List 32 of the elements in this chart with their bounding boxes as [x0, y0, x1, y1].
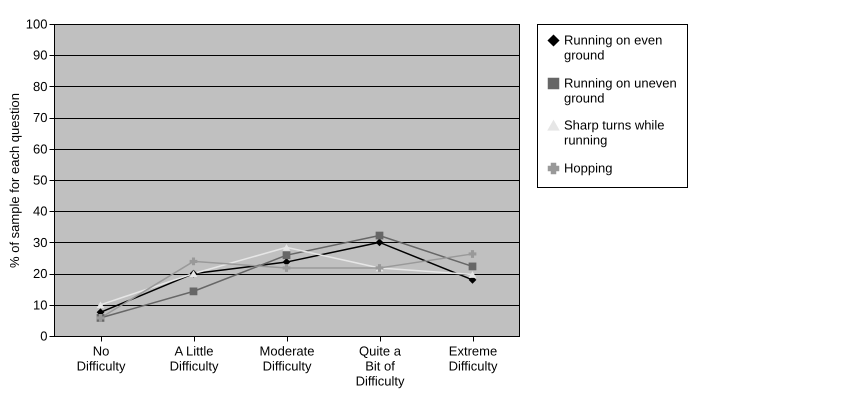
y-tick-label: 20 [33, 266, 48, 282]
y-tick-label: 70 [33, 110, 48, 126]
y-tick-label: 80 [33, 78, 48, 94]
point [468, 250, 476, 258]
y-tick-label: 10 [33, 297, 48, 312]
y-tick-label: 0 [40, 328, 48, 344]
point [190, 288, 198, 296]
point [282, 251, 290, 260]
y-tick-label: 60 [33, 141, 48, 156]
legend-label: Hopping [564, 160, 612, 176]
y-tick-label: 50 [33, 172, 48, 188]
y-tick-label: 90 [33, 48, 48, 63]
point [190, 258, 198, 266]
point [468, 271, 476, 278]
point [376, 232, 384, 240]
point [282, 244, 290, 251]
x-tick-label: No Difficulty [76, 344, 126, 374]
y-tick-label: 40 [33, 204, 48, 219]
legend-label: Running on uneven ground [564, 76, 677, 106]
x-tick-label: A Little Difficulty [170, 344, 219, 374]
x-tick-label: Extreme Difficulty [448, 344, 498, 374]
point [468, 262, 476, 270]
point [282, 264, 290, 272]
y-tick-label: 30 [33, 234, 48, 250]
point [376, 238, 384, 246]
point [96, 301, 104, 308]
y-tick-label: 100 [26, 16, 48, 32]
x-tick-label: Moderate Difficulty [260, 344, 314, 374]
x-tick-label: Quite a Bit of Difficulty [356, 344, 405, 388]
y-axis-title: % of sample for each question [6, 93, 22, 268]
legend-label: Running on even ground [564, 32, 662, 62]
legend-label: Sharp turns while running [564, 118, 664, 148]
